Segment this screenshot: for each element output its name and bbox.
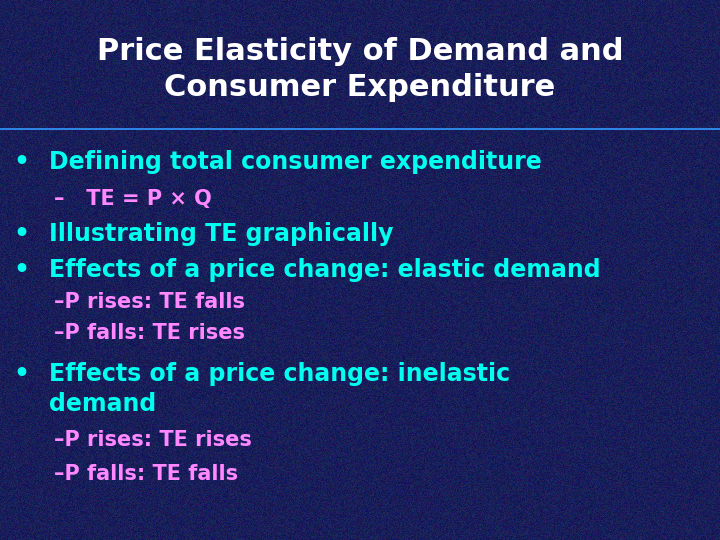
Text: Effects of a price change: inelastic: Effects of a price change: inelastic — [49, 362, 510, 386]
Text: Price Elasticity of Demand and: Price Elasticity of Demand and — [96, 37, 624, 66]
Text: –   TE = P × Q: – TE = P × Q — [54, 188, 212, 209]
Text: •: • — [14, 258, 30, 282]
Text: •: • — [14, 150, 30, 174]
Text: Consumer Expenditure: Consumer Expenditure — [164, 73, 556, 102]
Text: –P falls: TE falls: –P falls: TE falls — [54, 463, 238, 484]
Text: Defining total consumer expenditure: Defining total consumer expenditure — [49, 150, 541, 174]
Text: Illustrating TE graphically: Illustrating TE graphically — [49, 222, 393, 246]
Text: demand: demand — [49, 392, 156, 416]
Text: –P rises: TE rises: –P rises: TE rises — [54, 430, 252, 450]
Text: –P rises: TE falls: –P rises: TE falls — [54, 292, 245, 313]
Text: •: • — [14, 362, 30, 386]
Text: •: • — [14, 222, 30, 246]
Text: –P falls: TE rises: –P falls: TE rises — [54, 323, 245, 343]
Text: Effects of a price change: elastic demand: Effects of a price change: elastic deman… — [49, 258, 600, 282]
